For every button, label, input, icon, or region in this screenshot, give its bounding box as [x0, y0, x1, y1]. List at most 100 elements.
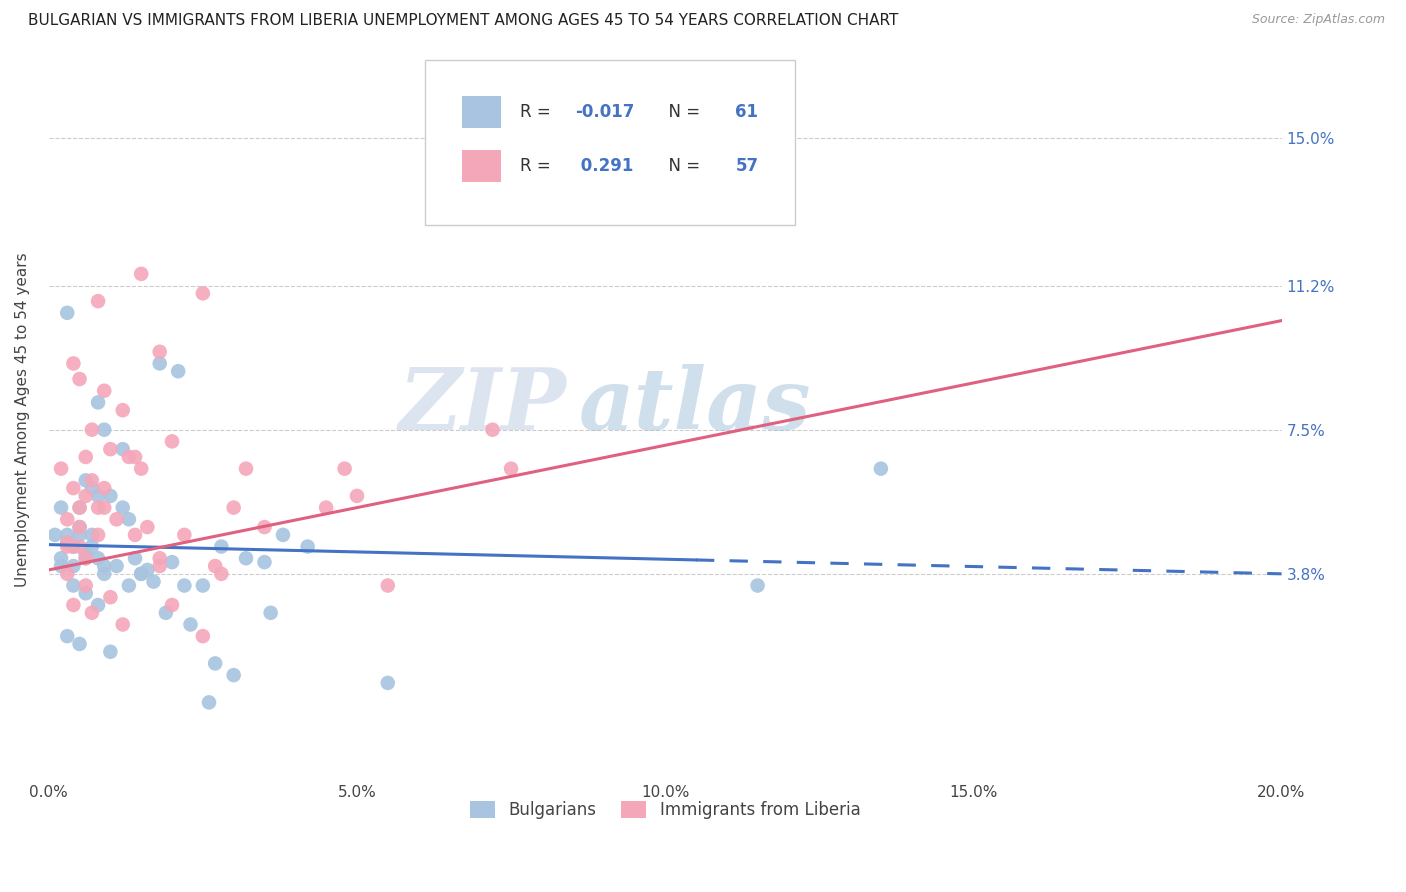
Text: atlas: atlas — [579, 364, 811, 447]
Point — [377, 676, 399, 690]
Point — [124, 528, 146, 542]
Point — [93, 481, 115, 495]
Legend: Bulgarians, Immigrants from Liberia: Bulgarians, Immigrants from Liberia — [463, 795, 868, 826]
Point — [49, 461, 72, 475]
Point — [149, 344, 172, 359]
Point — [69, 500, 91, 515]
Point — [80, 473, 103, 487]
Point — [93, 384, 115, 398]
Point — [75, 578, 97, 592]
Point — [253, 555, 276, 569]
Point — [80, 606, 103, 620]
Point — [56, 306, 79, 320]
Point — [62, 540, 84, 554]
Point — [87, 598, 110, 612]
Point — [105, 512, 128, 526]
Point — [93, 566, 115, 581]
FancyBboxPatch shape — [461, 150, 501, 182]
Point — [87, 294, 110, 309]
Point — [75, 547, 97, 561]
Point — [69, 528, 91, 542]
Point — [49, 551, 72, 566]
Point — [62, 598, 84, 612]
Point — [75, 473, 97, 487]
Point — [75, 551, 97, 566]
Point — [80, 528, 103, 542]
FancyBboxPatch shape — [425, 60, 794, 226]
Point — [124, 551, 146, 566]
Point — [69, 372, 91, 386]
Point — [870, 461, 893, 475]
Text: R =: R = — [520, 157, 555, 175]
Point — [623, 178, 645, 192]
Point — [75, 489, 97, 503]
Point — [333, 461, 356, 475]
Point — [129, 267, 152, 281]
Text: R =: R = — [520, 103, 555, 120]
Text: N =: N = — [658, 103, 706, 120]
Text: 0.291: 0.291 — [575, 157, 634, 175]
Point — [105, 559, 128, 574]
Point — [75, 450, 97, 464]
Point — [149, 551, 172, 566]
Point — [111, 442, 134, 457]
Point — [136, 520, 159, 534]
Point — [118, 578, 141, 592]
Point — [62, 540, 84, 554]
Point — [124, 450, 146, 464]
Point — [129, 566, 152, 581]
Point — [315, 500, 337, 515]
Point — [62, 481, 84, 495]
Point — [80, 481, 103, 495]
Point — [62, 559, 84, 574]
Point — [69, 520, 91, 534]
Point — [49, 500, 72, 515]
Point — [49, 559, 72, 574]
Point — [69, 520, 91, 534]
Text: BULGARIAN VS IMMIGRANTS FROM LIBERIA UNEMPLOYMENT AMONG AGES 45 TO 54 YEARS CORR: BULGARIAN VS IMMIGRANTS FROM LIBERIA UNE… — [28, 13, 898, 29]
Point — [499, 461, 522, 475]
Point — [44, 528, 66, 542]
Point — [155, 606, 177, 620]
Point — [481, 423, 503, 437]
Point — [80, 540, 103, 554]
Point — [235, 551, 257, 566]
Point — [87, 551, 110, 566]
Point — [100, 645, 122, 659]
Point — [93, 500, 115, 515]
Point — [69, 540, 91, 554]
Point — [93, 559, 115, 574]
Text: ZIP: ZIP — [399, 364, 567, 447]
Y-axis label: Unemployment Among Ages 45 to 54 years: Unemployment Among Ages 45 to 54 years — [15, 252, 30, 587]
Point — [149, 356, 172, 370]
FancyBboxPatch shape — [461, 95, 501, 128]
Point — [75, 586, 97, 600]
Point — [62, 540, 84, 554]
Point — [100, 442, 122, 457]
Text: -0.017: -0.017 — [575, 103, 634, 120]
Text: 57: 57 — [735, 157, 758, 175]
Point — [204, 657, 226, 671]
Point — [191, 286, 214, 301]
Point — [297, 540, 319, 554]
Point — [100, 489, 122, 503]
Point — [56, 566, 79, 581]
Point — [118, 450, 141, 464]
Point — [136, 563, 159, 577]
Point — [167, 364, 190, 378]
Point — [142, 574, 165, 589]
Point — [160, 434, 183, 449]
Point — [69, 637, 91, 651]
Point — [271, 528, 294, 542]
Point — [222, 500, 245, 515]
Point — [87, 528, 110, 542]
Point — [56, 535, 79, 549]
Point — [377, 578, 399, 592]
Point — [80, 423, 103, 437]
Point — [173, 528, 195, 542]
Point — [56, 540, 79, 554]
Point — [253, 520, 276, 534]
Point — [191, 629, 214, 643]
Text: N =: N = — [658, 157, 706, 175]
Point — [259, 606, 281, 620]
